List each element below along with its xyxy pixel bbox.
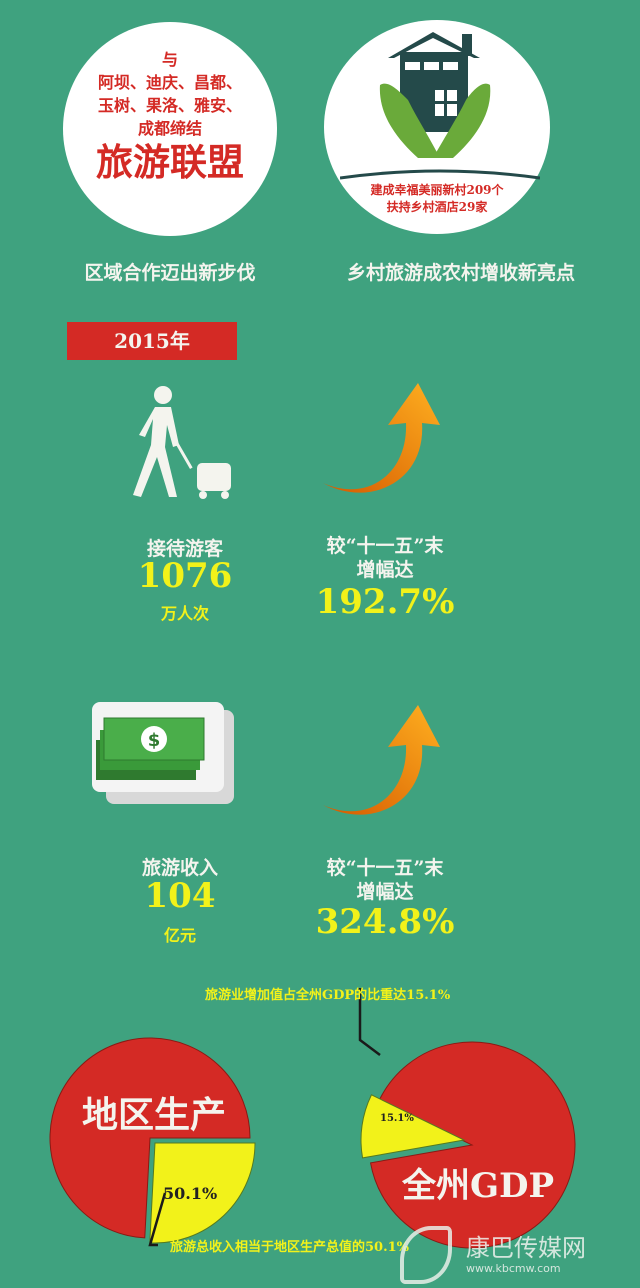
visitors-value: 1076	[137, 556, 233, 596]
logo-mark	[400, 1226, 452, 1284]
rural-caption: 乡村旅游成农村增收新亮点	[346, 262, 575, 284]
pie-gdp-slice-label: 15.1%	[380, 1113, 414, 1124]
money-stack-icon: $	[92, 702, 234, 804]
alliance-line: 与	[161, 50, 178, 69]
pie-regional-note: 旅游总收入相当于地区生产总值的50.1%	[170, 1240, 410, 1255]
rural-line: 建成幸福美丽新村209个	[370, 183, 504, 197]
alliance-caption: 区域合作迈出新步伐	[84, 262, 256, 284]
growth-label-line: 较“十一五”末	[326, 857, 444, 879]
pie-regional-main-slice	[49, 1037, 251, 1239]
income-unit: 亿元	[163, 926, 196, 945]
ground-line	[340, 169, 540, 180]
alliance-circle	[63, 22, 277, 236]
rural-line: 扶持乡村酒店29家	[386, 200, 488, 214]
alliance-line: 阿坝、迪庆、昌都、	[97, 73, 242, 92]
growth-arrow-icon	[323, 383, 440, 493]
alliance-headline: 旅游联盟	[96, 140, 244, 184]
income-growth-label: 较“十一五”末 增幅达	[300, 856, 470, 904]
pie-gdp-note: 旅游业增加值占全州GDP的比重达15.1%	[205, 988, 451, 1003]
pie-gdp-title: 全州GDP	[402, 1166, 555, 1206]
svg-text:$: $	[148, 730, 161, 751]
leader-line	[148, 1192, 167, 1247]
growth-label-line: 较“十一五”末	[326, 535, 444, 557]
alliance-text: 与 阿坝、迪庆、昌都、 玉树、果洛、雅安、 成都缔结 旅游联盟	[63, 48, 277, 184]
pie-charts	[49, 988, 576, 1249]
year-badge: 2015年	[67, 322, 237, 360]
pie-regional-slice-label: 50.1%	[163, 1184, 218, 1203]
visitors-growth-label: 较“十一五”末 增幅达	[300, 534, 470, 582]
alliance-line: 成都缔结	[137, 119, 202, 138]
pie-regional-title: 地区生产	[82, 1094, 227, 1136]
watermark-name: 康巴传媒网	[466, 1234, 586, 1262]
rural-text: 建成幸福美丽新村209个 扶持乡村酒店29家	[330, 182, 544, 216]
watermark-logo: 康巴传媒网 www.kbcmw.com	[400, 1222, 630, 1284]
leader-line	[358, 988, 381, 1056]
visitors-growth: 192.7%	[315, 582, 455, 622]
income-growth: 324.8%	[315, 902, 455, 942]
pie-regional-tourism-slice	[149, 1142, 256, 1244]
watermark-url: www.kbcmw.com	[466, 1262, 561, 1275]
visitors-unit: 万人次	[160, 604, 209, 623]
growth-arrow-icon	[323, 705, 440, 815]
visitors-label: 接待游客	[146, 538, 223, 560]
traveler-icon	[133, 386, 231, 499]
growth-label-line: 增幅达	[356, 881, 414, 903]
pie-gdp-tourism-slice	[360, 1094, 466, 1159]
house-in-hands-icon	[379, 32, 491, 158]
alliance-line: 玉树、果洛、雅安、	[97, 96, 242, 115]
growth-label-line: 增幅达	[356, 559, 414, 581]
income-label: 旅游收入	[141, 857, 218, 879]
income-value: 104	[144, 876, 216, 916]
